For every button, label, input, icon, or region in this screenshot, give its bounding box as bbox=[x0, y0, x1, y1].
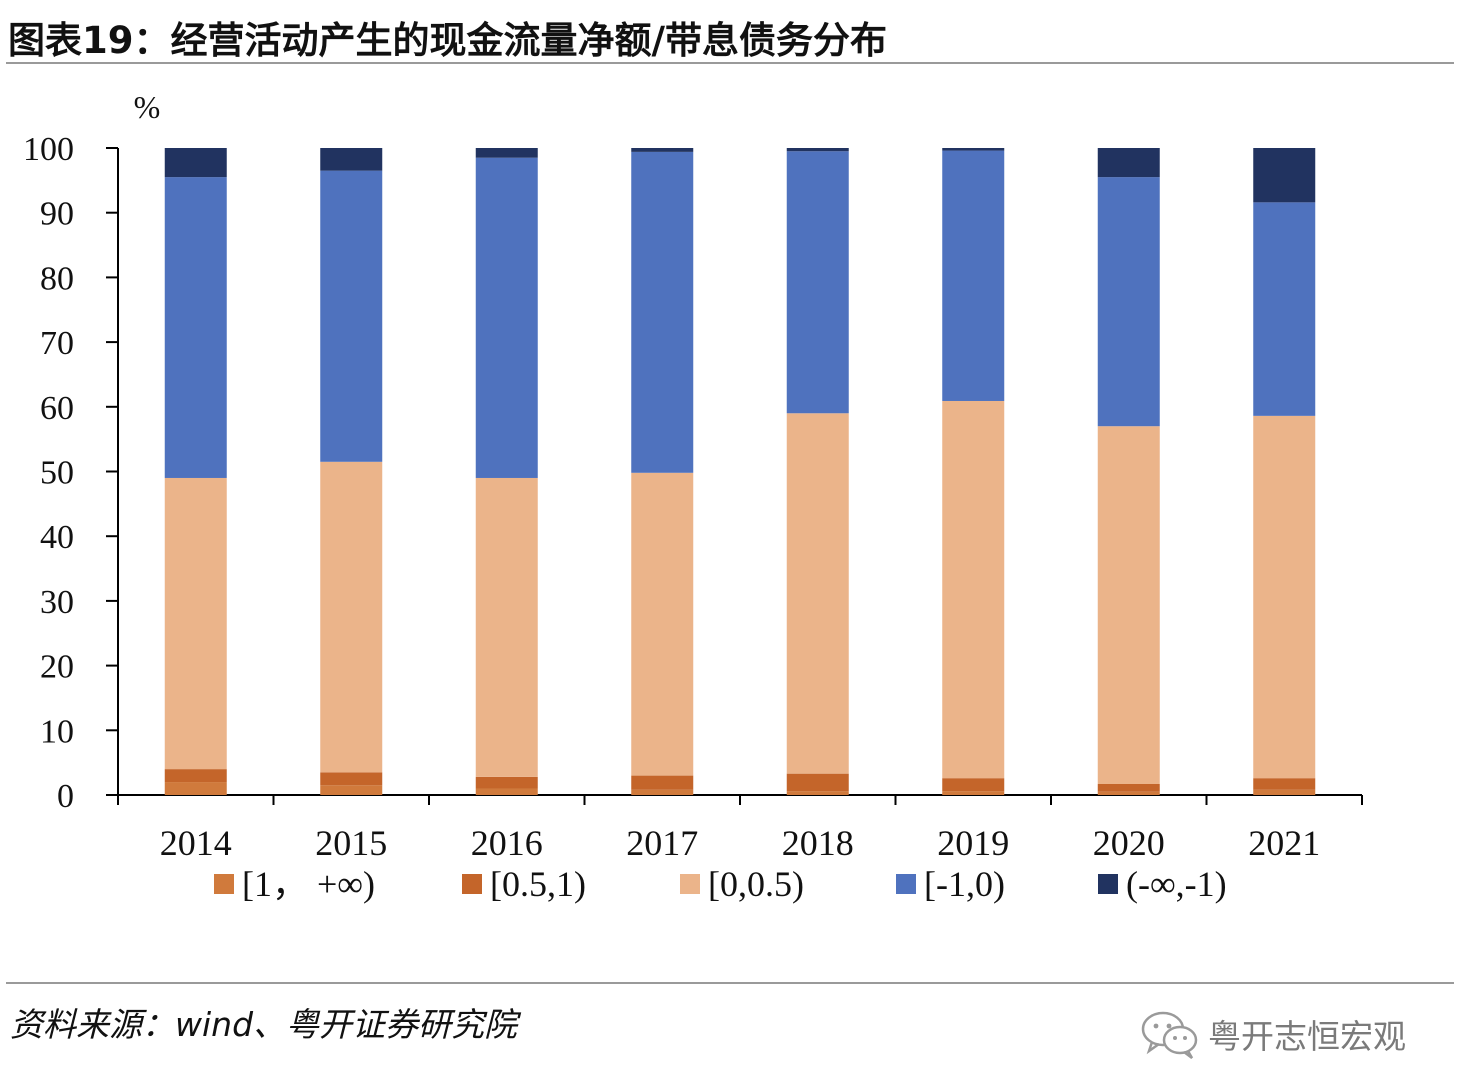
y-tick-label: 10 bbox=[40, 713, 74, 750]
bar-segment bbox=[786, 413, 849, 774]
stacked-bar-chart: 0 10 20 30 40 50 60 70 80 90 100% 2014 2015 2016 2017 2… bbox=[23, 89, 1363, 904]
bar-segment bbox=[320, 170, 383, 462]
x-tick-label: 2019 bbox=[937, 823, 1009, 863]
bar-segment bbox=[786, 791, 849, 795]
bar-segment bbox=[942, 791, 1005, 795]
y-tick-label: 30 bbox=[40, 584, 74, 621]
bar-segment bbox=[164, 782, 227, 795]
legend-label: (-∞,-1) bbox=[1126, 864, 1227, 904]
legend-swatch bbox=[896, 874, 916, 894]
wechat-icon bbox=[1141, 1011, 1198, 1059]
bar-segment bbox=[631, 472, 694, 776]
bar-segment bbox=[164, 177, 227, 478]
bar-segment bbox=[1253, 148, 1316, 203]
y-tick-label: 0 bbox=[57, 778, 74, 815]
bar-segment bbox=[164, 477, 227, 770]
bar-segment bbox=[631, 148, 694, 152]
watermark-text: 粤开志恒宏观 bbox=[1208, 1017, 1406, 1056]
bar-segment bbox=[942, 400, 1005, 779]
bar-segment bbox=[320, 461, 383, 773]
bar-segment bbox=[1097, 791, 1160, 795]
bar-segment bbox=[942, 150, 1005, 401]
bar-segment bbox=[1097, 784, 1160, 792]
y-tick-label: 70 bbox=[40, 325, 74, 362]
y-tick-label: 60 bbox=[40, 390, 74, 427]
bar-segment bbox=[942, 778, 1005, 792]
y-tick-label: 80 bbox=[40, 260, 74, 297]
legend-swatch bbox=[462, 874, 482, 894]
bar-segment bbox=[1097, 148, 1160, 178]
bar-segment bbox=[164, 148, 227, 178]
footer-divider bbox=[6, 982, 1454, 984]
wechat-watermark: 粤开志恒宏观 bbox=[1140, 1008, 1406, 1060]
bar-segment bbox=[320, 148, 383, 171]
x-tick-label: 2017 bbox=[626, 823, 698, 863]
bar-segment bbox=[786, 773, 849, 792]
bar-segment bbox=[786, 148, 849, 152]
bar-segment bbox=[1253, 415, 1316, 779]
source-note: 资料来源：wind、粤开证券研究院 bbox=[10, 1005, 518, 1044]
legend-swatch bbox=[1098, 874, 1118, 894]
bar-segment bbox=[320, 772, 383, 786]
bar-segment bbox=[631, 789, 694, 795]
bar-segment bbox=[631, 151, 694, 473]
chart-title: 图表19：经营活动产生的现金流量净额/带息债务分布 bbox=[8, 19, 888, 62]
bar-segment bbox=[320, 785, 383, 795]
x-tick-label: 2020 bbox=[1093, 823, 1165, 863]
bar-segment bbox=[1097, 426, 1160, 785]
bar-segment bbox=[1097, 177, 1160, 427]
labels-layer: 0 10 20 30 40 50 60 70 80 90 100% 2014 2015 2016 2017 2… bbox=[23, 89, 1320, 863]
bars-layer bbox=[164, 148, 1316, 795]
x-tick-label: 2016 bbox=[471, 823, 543, 863]
bar-segment bbox=[164, 769, 227, 783]
legend-label: [1， +∞) bbox=[242, 864, 375, 904]
y-tick-label: 50 bbox=[40, 455, 74, 492]
x-tick-label: 2014 bbox=[160, 823, 232, 863]
title-divider bbox=[6, 62, 1454, 64]
bar-segment bbox=[942, 148, 1005, 151]
bar-segment bbox=[1253, 778, 1316, 790]
axes-layer bbox=[106, 147, 1363, 805]
y-tick-label: 20 bbox=[40, 649, 74, 686]
bar-segment bbox=[475, 157, 538, 478]
y-axis-unit-label: % bbox=[134, 89, 161, 125]
bar-segment bbox=[475, 788, 538, 795]
y-tick-label: 90 bbox=[40, 196, 74, 233]
legend: [1， +∞) [0.5,1) [0,0.5) [-1,0) (-∞,-1) bbox=[214, 864, 1227, 904]
x-tick-label: 2018 bbox=[782, 823, 854, 863]
bar-segment bbox=[631, 775, 694, 790]
bar-segment bbox=[475, 776, 538, 789]
bar-segment bbox=[1253, 202, 1316, 416]
x-tick-label: 2015 bbox=[315, 823, 387, 863]
legend-label: [0,0.5) bbox=[708, 864, 804, 904]
bar-segment bbox=[475, 148, 538, 158]
legend-swatch bbox=[214, 874, 234, 894]
bar-segment bbox=[475, 477, 538, 777]
bar-segment bbox=[1253, 789, 1316, 795]
y-tick-label: 40 bbox=[40, 519, 74, 556]
bar-segment bbox=[786, 151, 849, 414]
legend-label: [-1,0) bbox=[924, 864, 1005, 904]
x-tick-label: 2021 bbox=[1248, 823, 1320, 863]
legend-swatch bbox=[680, 874, 700, 894]
legend-label: [0.5,1) bbox=[490, 864, 586, 904]
y-tick-label: 100 bbox=[23, 131, 74, 168]
